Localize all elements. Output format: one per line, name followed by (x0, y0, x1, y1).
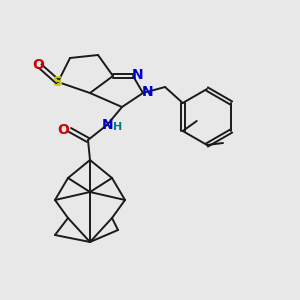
Text: N: N (142, 85, 154, 99)
Text: O: O (32, 58, 44, 72)
Text: N: N (102, 118, 114, 132)
Text: O: O (57, 123, 69, 137)
Text: N: N (132, 68, 144, 82)
Text: H: H (113, 122, 123, 132)
Text: S: S (53, 75, 63, 89)
